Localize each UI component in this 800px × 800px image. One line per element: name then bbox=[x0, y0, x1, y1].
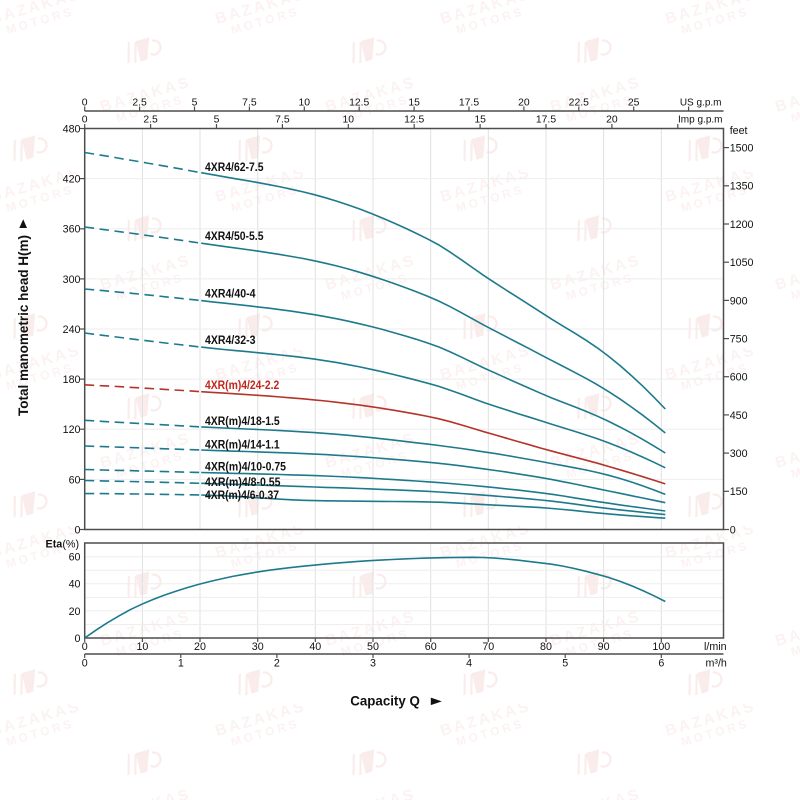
svg-text:3: 3 bbox=[370, 658, 376, 670]
svg-text:17.5: 17.5 bbox=[536, 115, 556, 126]
svg-text:15: 15 bbox=[474, 115, 486, 126]
svg-text:6: 6 bbox=[658, 658, 664, 670]
svg-text:15: 15 bbox=[408, 97, 420, 108]
svg-text:70: 70 bbox=[482, 641, 494, 653]
svg-text:50: 50 bbox=[367, 641, 379, 653]
svg-text:20: 20 bbox=[518, 97, 530, 108]
svg-text:0: 0 bbox=[75, 633, 81, 645]
svg-text:900: 900 bbox=[730, 295, 748, 307]
svg-text:5: 5 bbox=[562, 658, 568, 670]
svg-text:4XR4/40-4: 4XR4/40-4 bbox=[205, 286, 256, 300]
svg-text:450: 450 bbox=[730, 410, 748, 422]
svg-text:30: 30 bbox=[252, 641, 264, 653]
svg-text:4XR4/62-7.5: 4XR4/62-7.5 bbox=[205, 160, 264, 174]
svg-text:20: 20 bbox=[194, 641, 206, 653]
svg-text:20: 20 bbox=[606, 115, 618, 126]
svg-text:20: 20 bbox=[69, 606, 81, 618]
svg-text:12.5: 12.5 bbox=[404, 115, 424, 126]
svg-text:22.5: 22.5 bbox=[569, 97, 589, 108]
svg-text:l/min: l/min bbox=[704, 641, 727, 653]
svg-text:60: 60 bbox=[69, 552, 81, 564]
svg-text:360: 360 bbox=[63, 224, 81, 236]
svg-text:17.5: 17.5 bbox=[459, 97, 479, 108]
svg-text:90: 90 bbox=[598, 641, 610, 653]
svg-text:Imp g.p.m: Imp g.p.m bbox=[678, 115, 722, 126]
svg-text:420: 420 bbox=[63, 174, 81, 186]
svg-text:4XR(m)4/24-2.2: 4XR(m)4/24-2.2 bbox=[205, 378, 280, 392]
svg-text:60: 60 bbox=[425, 641, 437, 653]
svg-text:80: 80 bbox=[540, 641, 552, 653]
svg-text:40: 40 bbox=[69, 579, 81, 591]
svg-text:25: 25 bbox=[628, 97, 640, 108]
svg-text:7.5: 7.5 bbox=[242, 97, 257, 108]
svg-text:US g.p.m: US g.p.m bbox=[680, 97, 722, 108]
svg-text:2: 2 bbox=[274, 658, 280, 670]
svg-text:feet: feet bbox=[730, 125, 748, 137]
svg-text:4XR(m)4/6-0.37: 4XR(m)4/6-0.37 bbox=[205, 488, 279, 502]
svg-text:m³/h: m³/h bbox=[706, 658, 727, 670]
svg-text:0: 0 bbox=[82, 641, 88, 653]
svg-text:600: 600 bbox=[730, 372, 748, 384]
svg-text:10: 10 bbox=[343, 115, 355, 126]
svg-text:0: 0 bbox=[82, 115, 88, 126]
svg-text:120: 120 bbox=[63, 424, 81, 436]
svg-text:2.5: 2.5 bbox=[143, 115, 158, 126]
svg-text:Total manometric head H(m): Total manometric head H(m) bbox=[15, 235, 31, 416]
svg-text:0: 0 bbox=[75, 524, 81, 536]
svg-text:5: 5 bbox=[214, 115, 220, 126]
svg-text:1350: 1350 bbox=[730, 181, 754, 193]
svg-text:0: 0 bbox=[82, 97, 88, 108]
svg-text:0: 0 bbox=[730, 524, 736, 536]
svg-text:4XR(m)4/10-0.75: 4XR(m)4/10-0.75 bbox=[205, 460, 286, 474]
svg-text:480: 480 bbox=[63, 123, 81, 135]
svg-text:1050: 1050 bbox=[730, 257, 754, 269]
svg-text:1: 1 bbox=[178, 658, 184, 670]
svg-text:5: 5 bbox=[192, 97, 198, 108]
svg-text:1500: 1500 bbox=[730, 143, 754, 155]
svg-text:0: 0 bbox=[82, 658, 88, 670]
svg-text:7.5: 7.5 bbox=[275, 115, 290, 126]
svg-text:4XR(m)4/18-1.5: 4XR(m)4/18-1.5 bbox=[205, 414, 280, 428]
svg-text:150: 150 bbox=[730, 486, 748, 498]
svg-text:240: 240 bbox=[63, 324, 81, 336]
svg-text:12.5: 12.5 bbox=[349, 97, 369, 108]
svg-text:Eta(%): Eta(%) bbox=[46, 539, 80, 551]
svg-text:4XR(m)4/14-1.1: 4XR(m)4/14-1.1 bbox=[205, 438, 280, 452]
svg-text:4: 4 bbox=[466, 658, 472, 670]
svg-text:300: 300 bbox=[63, 274, 81, 286]
svg-text:4XR(m)4/8-0.55: 4XR(m)4/8-0.55 bbox=[205, 475, 281, 489]
svg-text:750: 750 bbox=[730, 333, 748, 345]
svg-text:300: 300 bbox=[730, 448, 748, 460]
svg-text:40: 40 bbox=[309, 641, 321, 653]
svg-text:4XR4/50-5.5: 4XR4/50-5.5 bbox=[205, 229, 264, 243]
svg-text:180: 180 bbox=[63, 374, 81, 386]
svg-text:10: 10 bbox=[299, 97, 311, 108]
svg-text:60: 60 bbox=[69, 474, 81, 486]
svg-text:1200: 1200 bbox=[730, 219, 754, 231]
svg-text:2.5: 2.5 bbox=[132, 97, 147, 108]
svg-text:10: 10 bbox=[136, 641, 148, 653]
svg-text:Capacity Q: Capacity Q bbox=[350, 693, 420, 709]
svg-text:100: 100 bbox=[652, 641, 670, 653]
svg-text:4XR4/32-3: 4XR4/32-3 bbox=[205, 333, 256, 347]
